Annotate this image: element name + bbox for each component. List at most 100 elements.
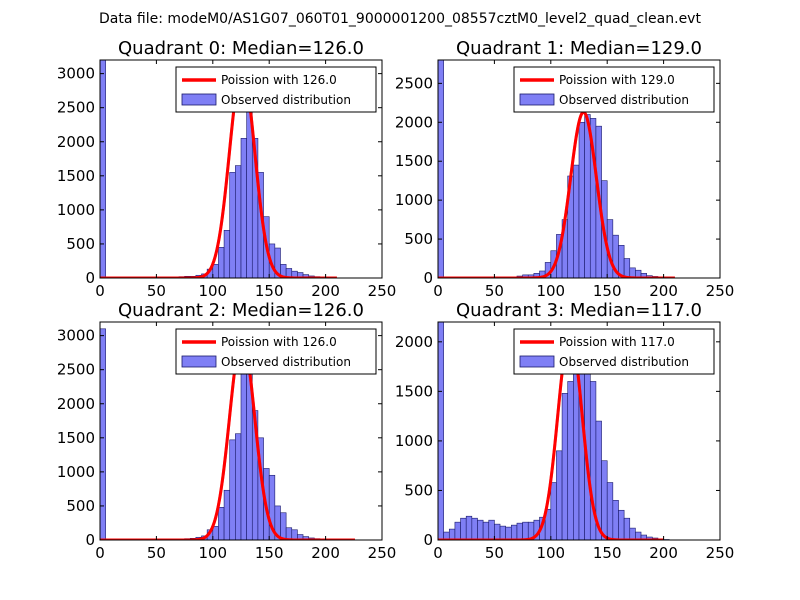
quadrant-2-legend-box bbox=[175, 328, 377, 375]
quadrant-1-bar bbox=[438, 60, 444, 278]
quadrant-3-bar bbox=[561, 393, 569, 540]
quadrant-1-xtick-label: 50 bbox=[485, 282, 504, 300]
quadrant-1-chart: Quadrant 1: Median=129.00 50 100 150 200 2500… bbox=[395, 38, 735, 300]
quadrant-1-legend-curve-label: Poission with 129.0 bbox=[559, 73, 675, 87]
quadrant-0-chart: Quadrant 0: Median=126.00 50 100 150 200 2500… bbox=[57, 38, 397, 300]
quadrant-2-ytick-label: 1000 bbox=[57, 463, 95, 481]
quadrant-2-xtick-label: 200 bbox=[311, 544, 340, 562]
quadrant-0-ytick-label: 500 bbox=[66, 235, 95, 253]
quadrant-2-ytick-label: 1500 bbox=[57, 429, 95, 447]
quadrant-2-xtick-label: 100 bbox=[198, 544, 227, 562]
quadrant-3-bar bbox=[494, 523, 501, 540]
quadrant-3-bar bbox=[460, 517, 467, 540]
quadrant-3-bar bbox=[623, 517, 631, 540]
quadrant-3-xtick-label: 100 bbox=[536, 544, 565, 562]
figure-suptitle: Data file: modeM0/AS1G07_060T01_90000012… bbox=[99, 11, 701, 27]
quadrant-0-ytick-label: 0 bbox=[85, 269, 95, 287]
quadrant-2-xtick-label: 250 bbox=[368, 544, 397, 562]
quadrant-1-bar bbox=[578, 121, 585, 278]
quadrant-3-plot-area bbox=[438, 322, 670, 540]
quadrant-2-poisson-curve bbox=[100, 336, 356, 540]
quadrant-3-bar bbox=[482, 521, 490, 540]
quadrant-3-bar bbox=[448, 528, 456, 540]
panels: Quadrant 0: Median=126.00 50 100 150 200 2500… bbox=[57, 38, 735, 562]
quadrant-3-ytick-label: 1500 bbox=[395, 382, 433, 400]
quadrant-3-bar bbox=[567, 381, 574, 540]
quadrant-3-bar bbox=[511, 524, 518, 540]
quadrant-3-bar bbox=[516, 522, 523, 540]
quadrant-2-plot-area bbox=[100, 328, 356, 540]
quadrant-1-bar bbox=[623, 258, 631, 278]
quadrant-0-ytick-label: 3000 bbox=[57, 65, 95, 83]
quadrant-1-bar bbox=[573, 164, 580, 278]
quadrant-3-chart: Quadrant 3: Median=117.0 0 50 100 150 200 250 0… bbox=[395, 300, 735, 562]
quadrant-0-ytick-label: 1000 bbox=[57, 201, 95, 219]
quadrant-2-bar bbox=[235, 433, 242, 540]
quadrant-3-bar bbox=[612, 500, 619, 540]
quadrant-1-xtick-label: 100 bbox=[536, 282, 565, 300]
quadrant-2-xtick-label: 150 bbox=[255, 544, 284, 562]
quadrant-3-legend-bar-label: Observed distribution bbox=[559, 355, 689, 369]
quadrant-1-title: Quadrant 1: Median=129.0 bbox=[456, 38, 702, 59]
quadrant-2-legend: Poission with 126.0 Observed distribution bbox=[175, 328, 377, 375]
quadrant-3-ytick-label: 0 bbox=[423, 531, 433, 549]
quadrant-3-bar bbox=[606, 482, 614, 540]
quadrant-1-bar bbox=[584, 114, 591, 278]
quadrant-1-xtick-label: 200 bbox=[649, 282, 678, 300]
quadrant-3-ytick-label: 500 bbox=[404, 481, 433, 499]
quadrant-1-ytick-label: 1000 bbox=[395, 191, 433, 209]
quadrant-1-xtick-label: 150 bbox=[593, 282, 622, 300]
quadrant-0-ytick-label: 2000 bbox=[57, 133, 95, 151]
quadrant-3-bar bbox=[477, 519, 484, 540]
quadrant-3-xtick-label: 50 bbox=[485, 544, 504, 562]
quadrant-2-bar bbox=[229, 439, 236, 540]
quadrant-3-bar bbox=[499, 525, 506, 540]
quadrant-2-bar bbox=[218, 506, 225, 540]
quadrant-0-bar bbox=[240, 138, 247, 278]
quadrant-1-ytick-label: 0 bbox=[423, 269, 433, 287]
quadrant-0-ytick-label: 2500 bbox=[57, 99, 95, 117]
quadrant-3-bar bbox=[550, 482, 557, 540]
quadrant-1-legend-bar-label: Observed distribution bbox=[559, 93, 689, 107]
quadrant-3-legend-bar-swatch bbox=[519, 355, 555, 368]
quadrant-0-ytick-label: 1500 bbox=[57, 167, 95, 185]
quadrant-2-ytick-label: 0 bbox=[85, 531, 95, 549]
quadrant-3-axes-frame bbox=[437, 321, 721, 541]
quadrant-3-xtick-label: 0 bbox=[433, 544, 443, 562]
quadrant-3-title: Quadrant 3: Median=117.0 bbox=[456, 300, 702, 321]
quadrant-0-xtick-label: 50 bbox=[147, 282, 166, 300]
quadrant-2-bar bbox=[223, 489, 231, 540]
quadrant-2-bar bbox=[280, 512, 287, 540]
quadrant-3-bar bbox=[618, 509, 625, 540]
quadrant-1-axes-frame bbox=[437, 59, 721, 279]
quadrant-2-xtick-label: 50 bbox=[147, 544, 166, 562]
quadrant-2-ytick-label: 2000 bbox=[57, 395, 95, 413]
quadrant-2-bar bbox=[212, 526, 219, 540]
quadrant-3-bar bbox=[454, 521, 461, 540]
quadrant-1-xtick-label: 250 bbox=[706, 282, 735, 300]
quadrant-2-title: Quadrant 2: Median=126.0 bbox=[118, 300, 364, 321]
quadrant-1-legend: Poission with 129.0 Observed distribution bbox=[513, 66, 715, 113]
quadrant-0-bar bbox=[229, 172, 236, 278]
quadrant-0-title: Quadrant 0: Median=126.0 bbox=[118, 38, 364, 59]
quadrant-0-xtick-label: 250 bbox=[368, 282, 397, 300]
quadrant-0-legend: Poission with 126.0 Observed distribution bbox=[175, 66, 377, 113]
quadrant-3-legend-curve-label: Poission with 117.0 bbox=[559, 335, 675, 349]
quadrant-2-chart: Quadrant 2: Median=126.0 0 50 100 150 200 2500… bbox=[57, 300, 397, 562]
quadrant-0-axes-frame bbox=[99, 59, 383, 279]
quadrant-2-bar bbox=[100, 328, 106, 540]
quadrant-1-ytick-label: 1500 bbox=[395, 152, 433, 170]
quadrant-2-ytick-label: 2500 bbox=[57, 361, 95, 379]
quadrant-2-legend-curve-label: Poission with 126.0 bbox=[221, 335, 337, 349]
quadrant-0-bar bbox=[100, 60, 106, 278]
quadrant-3-bar bbox=[438, 322, 444, 540]
quadrant-0-bar bbox=[218, 247, 225, 278]
quadrant-0-bar bbox=[223, 230, 231, 278]
quadrant-3-bar bbox=[522, 521, 529, 540]
quadrant-2-ytick-label: 3000 bbox=[57, 327, 95, 345]
quadrant-3-bar bbox=[601, 460, 608, 540]
quadrant-3-bar bbox=[488, 519, 495, 540]
quadrant-3-bar bbox=[629, 527, 636, 540]
quadrant-1-legend-bar-swatch bbox=[519, 93, 555, 106]
quadrant-0-legend-curve-label: Poission with 126.0 bbox=[221, 73, 337, 87]
